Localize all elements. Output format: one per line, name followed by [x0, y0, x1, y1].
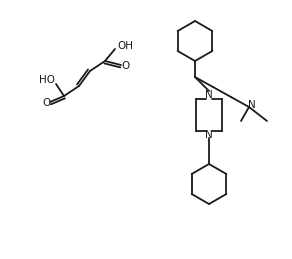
Text: O: O — [42, 98, 50, 108]
Text: N: N — [248, 100, 256, 110]
Text: HO: HO — [39, 75, 55, 85]
Text: N: N — [205, 130, 213, 140]
Text: OH: OH — [117, 41, 133, 51]
Text: O: O — [121, 61, 129, 71]
Text: N: N — [205, 90, 213, 100]
